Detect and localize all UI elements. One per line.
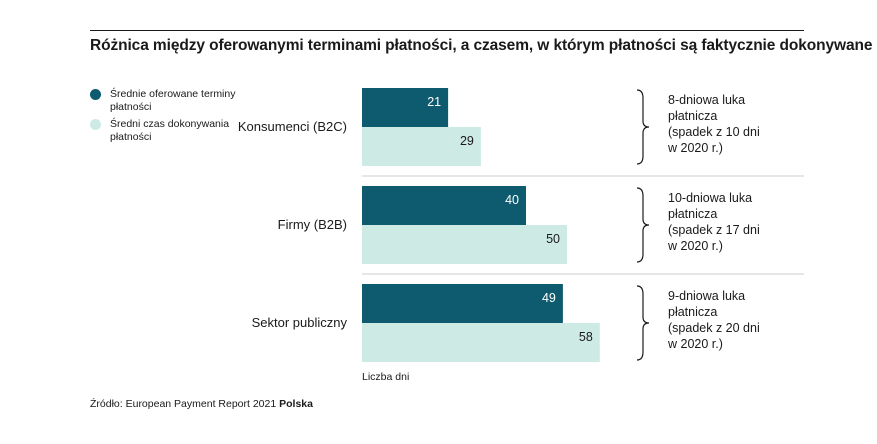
gap-annotation-line: (spadek z 20 dni [668, 321, 760, 335]
bar-actual [362, 323, 600, 362]
gap-annotation-line: płatnicza [668, 305, 717, 319]
legend-item-actual: Średni czas dokonywania płatności [90, 118, 250, 144]
gap-annotation-line: płatnicza [668, 207, 717, 221]
source-prefix: Źródło: European Payment Report 2021 [90, 398, 280, 410]
gap-annotation-line: 10-dniowa luka [668, 191, 752, 205]
category-label: Firmy (B2B) [278, 217, 347, 232]
bar-offered [362, 186, 526, 225]
gap-annotation-line: w 2020 r.) [667, 239, 723, 253]
bar-offered [362, 88, 449, 127]
x-axis-label: Liczba dni [362, 371, 409, 383]
source-note: Źródło: European Payment Report 2021 Pol… [90, 398, 313, 410]
title-rule [90, 30, 804, 31]
legend-label-offered: Średnie oferowane terminy płatności [110, 88, 236, 113]
gap-annotation-line: w 2020 r.) [667, 337, 723, 351]
gap-annotation-line: 9-dniowa luka [668, 289, 745, 303]
value-label-offered: 21 [427, 95, 441, 109]
value-label-offered: 49 [542, 291, 556, 305]
gap-annotation-line: 8-dniowa luka [668, 93, 745, 107]
gap-annotation-line: płatnicza [668, 109, 717, 123]
gap-annotation-line: w 2020 r.) [667, 141, 723, 155]
chart-title: Różnica między oferowanymi terminami pła… [90, 37, 873, 54]
bar-offered [362, 284, 563, 323]
category-label: Sektor publiczny [252, 315, 348, 330]
legend-item-offered: Średnie oferowane terminy płatności [90, 88, 250, 114]
value-label-offered: 40 [505, 193, 519, 207]
category-label: Konsumenci (B2C) [238, 119, 347, 134]
gap-brace [636, 187, 650, 263]
source-country: Polska [279, 398, 313, 410]
gap-brace [636, 89, 650, 165]
gap-annotation-line: (spadek z 17 dni [668, 223, 760, 237]
bar-actual [362, 127, 481, 166]
value-label-actual: 50 [546, 232, 560, 246]
bar-actual [362, 225, 567, 264]
legend-label-actual: Średni czas dokonywania płatności [110, 118, 230, 143]
value-label-actual: 29 [460, 134, 474, 148]
gap-brace [636, 285, 650, 361]
gap-annotation-line: (spadek z 10 dni [668, 125, 760, 139]
legend-swatch-offered [90, 89, 101, 100]
value-label-actual: 58 [579, 330, 593, 344]
legend-swatch-actual [90, 119, 101, 130]
